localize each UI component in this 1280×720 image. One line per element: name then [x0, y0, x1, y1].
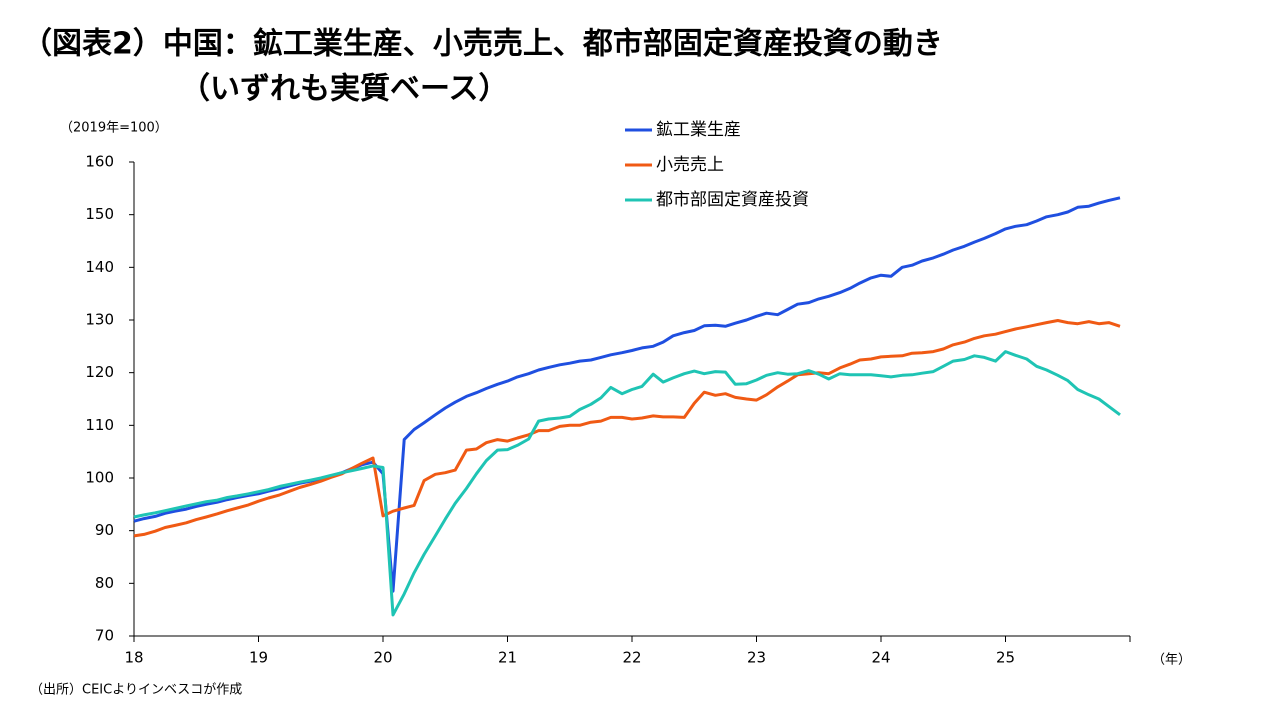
x-tick-label: 23 — [747, 649, 766, 667]
x-tick-label: 22 — [622, 649, 641, 667]
chart-title: （図表2）中国：鉱工業生産、小売売上、都市部固定資産投資の動き — [22, 27, 943, 62]
y-tick-label: 90 — [95, 521, 114, 539]
legend-label: 小売売上 — [656, 155, 724, 175]
chart-subtitle: （いずれも実質ベース） — [180, 72, 509, 107]
x-axis-label: （年） — [1152, 653, 1191, 668]
y-tick-label: 130 — [85, 311, 114, 329]
x-tick-label: 19 — [249, 649, 268, 667]
y-tick-label: 150 — [85, 205, 114, 223]
x-tick-label: 25 — [996, 649, 1015, 667]
y-tick-label: 100 — [85, 469, 114, 487]
x-tick-label: 20 — [373, 649, 392, 667]
y-tick-label: 70 — [95, 627, 114, 645]
series-line — [133, 319, 1121, 538]
x-tick-label: 18 — [124, 649, 143, 667]
series-line — [133, 350, 1121, 617]
y-tick-label: 140 — [85, 258, 114, 276]
y-axis-label: （2019年=100） — [60, 121, 168, 136]
source-note: （出所）CEICよりインベスコが作成 — [30, 683, 242, 698]
x-tick-label: 21 — [498, 649, 517, 667]
series-line — [133, 196, 1121, 593]
x-tick-label: 24 — [871, 649, 890, 667]
y-tick-label: 110 — [85, 416, 114, 434]
y-tick-label: 80 — [95, 574, 114, 592]
legend-label: 都市部固定資産投資 — [656, 190, 809, 210]
legend-label: 鉱工業生産 — [656, 120, 741, 140]
y-tick-label: 120 — [85, 363, 114, 381]
y-tick-label: 160 — [85, 153, 114, 171]
